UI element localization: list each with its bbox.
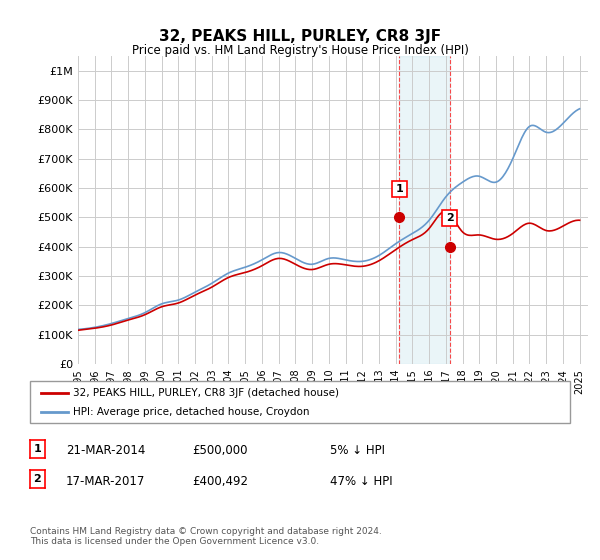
- Text: 32, PEAKS HILL, PURLEY, CR8 3JF: 32, PEAKS HILL, PURLEY, CR8 3JF: [159, 29, 441, 44]
- Text: 1: 1: [395, 184, 403, 194]
- Bar: [400, 56, 449, 364]
- Text: Price paid vs. HM Land Registry's House Price Index (HPI): Price paid vs. HM Land Registry's House …: [131, 44, 469, 57]
- Text: 2: 2: [446, 213, 454, 223]
- Text: 2: 2: [34, 474, 41, 484]
- Text: HPI: Average price, detached house, Croydon: HPI: Average price, detached house, Croy…: [73, 407, 310, 417]
- Text: £400,492: £400,492: [192, 475, 248, 488]
- Text: 1: 1: [34, 444, 41, 454]
- Text: 47% ↓ HPI: 47% ↓ HPI: [330, 475, 392, 488]
- FancyBboxPatch shape: [30, 381, 570, 423]
- Text: Contains HM Land Registry data © Crown copyright and database right 2024.
This d: Contains HM Land Registry data © Crown c…: [30, 526, 382, 546]
- Text: 32, PEAKS HILL, PURLEY, CR8 3JF (detached house): 32, PEAKS HILL, PURLEY, CR8 3JF (detache…: [73, 388, 339, 398]
- Text: £500,000: £500,000: [192, 444, 248, 458]
- Text: 17-MAR-2017: 17-MAR-2017: [66, 475, 145, 488]
- Text: 21-MAR-2014: 21-MAR-2014: [66, 444, 145, 458]
- Text: 5% ↓ HPI: 5% ↓ HPI: [330, 444, 385, 458]
